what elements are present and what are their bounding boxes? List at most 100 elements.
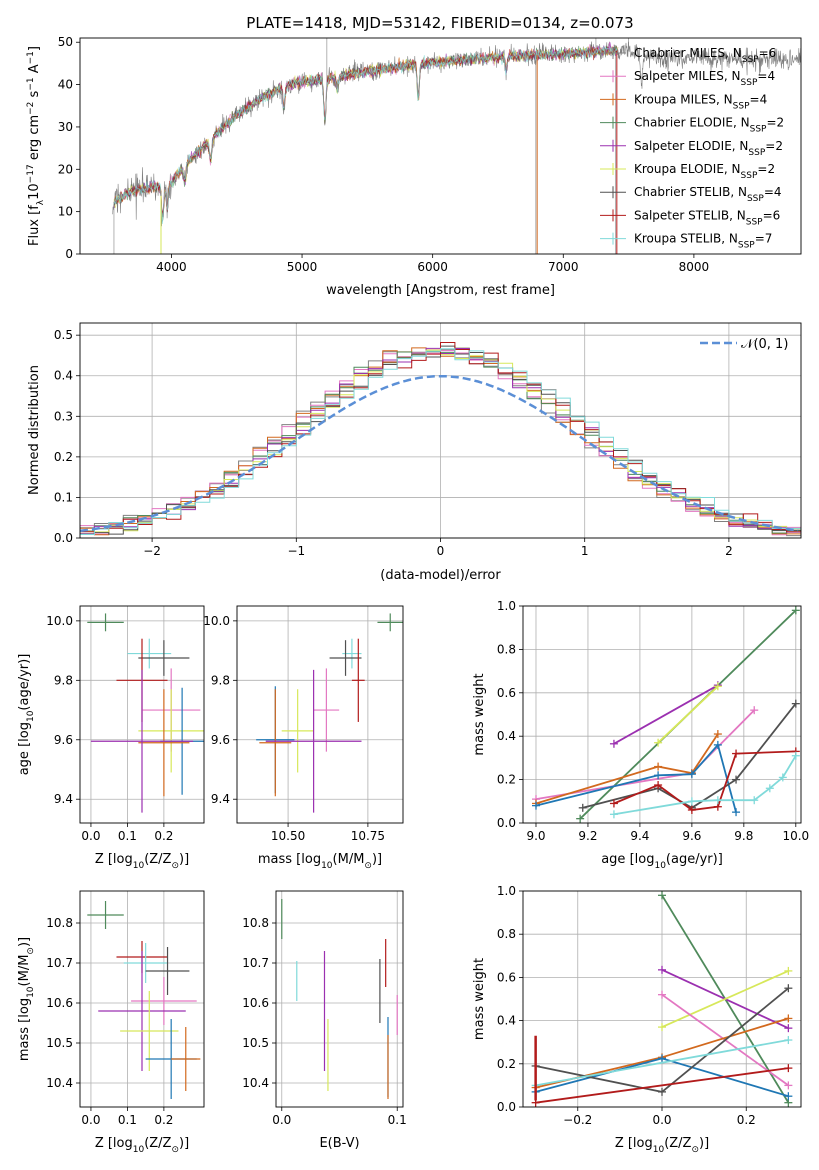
mass-vs-metallicity-panel: 0.0 0.1 0.2 10.4 10.5 10.6 10.7 10.8 Z [log10(Z/… (17, 890, 205, 1155)
spectrum-panel: 4000 5000 6000 7000 8000 0 10 20 30 40 50 wavelengt… (26, 35, 802, 298)
x-tick-label: 8000 (679, 260, 710, 274)
weight-line (535, 1067, 789, 1104)
y-axis-label: mass weight (472, 673, 487, 755)
x-tick-label: 10.0 (782, 829, 809, 843)
y-tick-label: 0.2 (54, 450, 73, 464)
y-axis-label: mass weight (472, 958, 487, 1040)
axes-frame (79, 605, 205, 824)
y-axis-label: age [log10(age/yr)] (17, 654, 36, 776)
y-tick-label: 10.7 (242, 956, 269, 970)
x-axis-label: age [log10(age/yr)] (601, 852, 723, 871)
x-tick-label: 0.2 (737, 1113, 756, 1127)
y-tick-label: 0.8 (497, 927, 516, 941)
y-tick-label: 9.6 (211, 733, 230, 747)
histogram-series (80, 347, 801, 538)
x-tick-label: 0.0 (272, 1113, 291, 1127)
x-tick-label: −0.2 (563, 1113, 592, 1127)
x-axis-label: Z [log10(Z/Z⊙)] (615, 1136, 709, 1155)
histograms (80, 342, 801, 538)
age-vs-metallicity-panel: 0.0 0.1 0.2 9.4 9.6 9.8 10.0 Z [log10(Z/Z⊙)] age… (17, 605, 205, 871)
y-tick-label: 9.8 (211, 673, 230, 687)
y-tick-label: 9.6 (54, 733, 73, 747)
y-tick-label: 9.4 (211, 792, 230, 806)
axes-frame (275, 890, 404, 1108)
y-axis-label: mass [log10(M/M⊙)] (17, 937, 36, 1061)
weight-series (531, 606, 800, 823)
axes-frame (236, 605, 404, 824)
y-tick-label: 0.1 (54, 490, 73, 504)
x-tick-label: −1 (287, 544, 305, 558)
y-axis-label: Normed distribution (27, 365, 42, 495)
x-axis-label: Z [log10(Z/Z⊙)] (95, 852, 189, 871)
x-axis-label: E(B-V) (319, 1136, 359, 1151)
weight-vs-metallicity-panel: −0.2 0.0 0.2 0.0 0.2 0.4 0.6 0.8 1.0 Z [log10(Z/Z… (472, 884, 802, 1155)
weight-line (535, 733, 719, 805)
x-tick-label: 4000 (156, 260, 187, 274)
y-tick-label: 10.4 (242, 1076, 269, 1090)
x-tick-label: 9.0 (526, 829, 545, 843)
x-tick-label: 0.2 (154, 829, 173, 843)
axes-frame (522, 890, 802, 1108)
x-tick-label: 0.0 (81, 829, 100, 843)
x-tick-label: 1 (581, 544, 589, 558)
x-axis-label: (data-model)/error (380, 568, 501, 583)
legend-entry: Chabrier MILES, NSSP=6 (634, 46, 776, 65)
figure-title: PLATE=1418, MJD=53142, FIBERID=0134, z=0… (246, 14, 633, 32)
y-tick-label: 10.0 (203, 614, 230, 628)
axes-frame (79, 37, 802, 255)
y-tick-label: 0.6 (497, 686, 516, 700)
weight-line (535, 743, 737, 813)
x-tick-label: 0.1 (118, 829, 137, 843)
mass-vs-extinction-panel: 0.0 0.1 10.4 10.5 10.6 10.7 10.8 E(B-V) (242, 890, 407, 1151)
y-tick-label: 9.8 (54, 673, 73, 687)
x-tick-label: 0.1 (118, 1113, 137, 1127)
x-tick-label: 10.75 (351, 829, 385, 843)
y-tick-label: 1.0 (497, 884, 516, 898)
y-tick-label: 10.5 (46, 1036, 73, 1050)
y-tick-label: 30 (58, 120, 73, 134)
legend-entry: Salpeter STELIB, NSSP=6 (634, 208, 780, 227)
residual-histogram-panel: −2 −1 0 1 2 0.0 0.1 0.2 0.3 0.4 0.5 𝒩(0, 1) (data-mo… (27, 322, 802, 583)
legend-entry: Chabrier ELODIE, NSSP=2 (634, 116, 784, 135)
x-tick-label: 2 (725, 544, 733, 558)
model-spectrum (113, 46, 619, 224)
y-tick-label: 0.4 (497, 729, 516, 743)
x-axis-label: Z [log10(Z/Z⊙)] (95, 1136, 189, 1155)
x-tick-label: 9.8 (734, 829, 753, 843)
x-tick-label: 10.50 (271, 829, 305, 843)
x-tick-label: 9.6 (682, 829, 701, 843)
y-axis-label: Flux [fλ10−17 erg cm−2 s−1 A−1] (26, 46, 46, 246)
x-tick-label: 7000 (548, 260, 579, 274)
y-tick-label: 10.7 (46, 956, 73, 970)
x-tick-label: 9.4 (630, 829, 649, 843)
y-tick-label: 0 (65, 247, 73, 261)
legend-entry: Kroupa ELODIE, NSSP=2 (634, 162, 775, 181)
age-vs-mass-panel: 10.50 10.75 9.4 9.6 9.8 10.0 mass [log10(M/M⊙)… (203, 605, 404, 871)
x-axis-label: wavelength [Angstrom, rest frame] (326, 283, 555, 298)
y-tick-label: 10.4 (46, 1076, 73, 1090)
legend-entry: 𝒩(0, 1) (741, 337, 788, 352)
x-tick-label: 0.1 (388, 1113, 407, 1127)
y-tick-label: 10.8 (46, 916, 73, 930)
legend-entry: Kroupa MILES, NSSP=4 (634, 92, 767, 111)
weight-line (613, 684, 719, 745)
y-tick-label: 40 (58, 78, 73, 92)
y-tick-label: 0.0 (54, 531, 73, 545)
x-tick-label: 6000 (417, 260, 448, 274)
y-tick-label: 50 (58, 35, 73, 49)
y-tick-label: 0.4 (497, 1014, 516, 1028)
weight-line (613, 755, 797, 816)
spectrum-lines (112, 38, 801, 254)
axes-frame (522, 605, 802, 824)
y-tick-label: 0.2 (497, 1057, 516, 1071)
y-tick-label: 0.6 (497, 970, 516, 984)
y-tick-label: 10.0 (46, 614, 73, 628)
y-tick-label: 0.3 (54, 409, 73, 423)
y-tick-label: 0.4 (54, 369, 73, 383)
x-tick-label: 9.2 (578, 829, 597, 843)
y-tick-label: 0.2 (497, 773, 516, 787)
y-tick-label: 10.8 (242, 916, 269, 930)
x-tick-label: 0 (437, 544, 445, 558)
x-tick-label: 0.0 (652, 1113, 671, 1127)
